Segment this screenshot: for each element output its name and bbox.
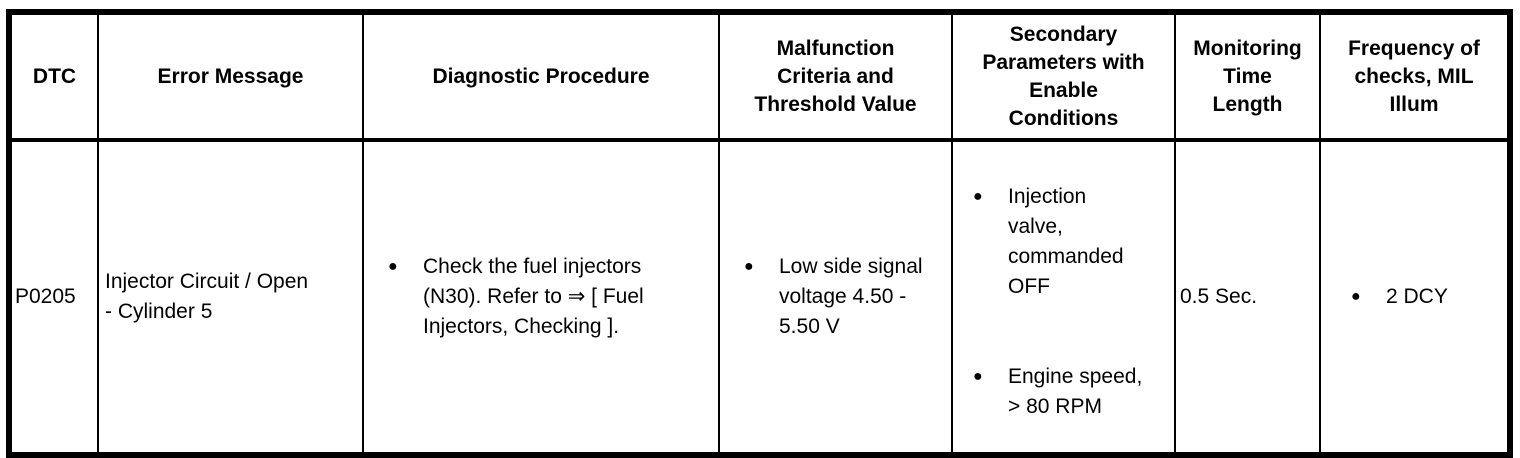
bullet-icon: ● [388, 258, 398, 275]
bullet-icon: ● [973, 188, 983, 205]
list-item: ● Engine speed, > 80 RPM [973, 362, 1172, 422]
diagnostic-procedure-text: Check the fuel injectors (N30). Refer to… [423, 255, 644, 338]
cell-monitoring-time: 0.5 Sec. [1174, 139, 1321, 456]
cell-diagnostic-procedure: ● Check the fuel injectors (N30). Refer … [362, 139, 720, 456]
bullet-icon: ● [744, 258, 754, 275]
list-item: ● 2 DCY [1351, 282, 1507, 312]
frequency-of-checks-text: 2 DCY [1386, 285, 1448, 308]
col-header-malfunction-criteria: Malfunction Criteria and Threshold Value [718, 11, 953, 142]
secondary-parameter-text: Injection valve, commanded OFF [1008, 185, 1124, 298]
table-row: P0205 Injector Circuit / Open - Cylinder… [8, 139, 1511, 456]
cell-malfunction-criteria: ● Low side signal voltage 4.50 - 5.50 V [718, 139, 953, 456]
col-header-frequency-of-checks: Frequency of checks, MIL Illum [1319, 11, 1511, 142]
list-item: ● Low side signal voltage 4.50 - 5.50 V [744, 252, 949, 342]
col-header-diagnostic-procedure: Diagnostic Procedure [362, 11, 720, 142]
secondary-parameter-text: Engine speed, > 80 RPM [1008, 365, 1143, 418]
malfunction-criteria-text: Low side signal voltage 4.50 - 5.50 V [779, 255, 923, 338]
col-header-monitoring-time: Monitoring Time Length [1174, 11, 1321, 142]
dtc-diagnostic-table: DTC Error Message Diagnostic Procedure M… [6, 9, 1513, 458]
cell-dtc-code: P0205 [8, 139, 99, 456]
cell-error-message: Injector Circuit / Open - Cylinder 5 [97, 139, 364, 456]
cell-secondary-parameters: ● Injection valve, commanded OFF ● Engin… [951, 139, 1176, 456]
list-item: ● Injection valve, commanded OFF [973, 182, 1172, 302]
list-item: ● Check the fuel injectors (N30). Refer … [388, 252, 714, 342]
cell-frequency-of-checks: ● 2 DCY [1319, 139, 1511, 456]
header-row: DTC Error Message Diagnostic Procedure M… [8, 11, 1511, 142]
col-header-secondary-parameters: Secondary Parameters with Enable Conditi… [951, 11, 1176, 142]
bullet-icon: ● [973, 368, 983, 385]
bullet-icon: ● [1351, 288, 1361, 305]
col-header-error-message: Error Message [97, 11, 364, 142]
col-header-dtc: DTC [8, 11, 99, 142]
